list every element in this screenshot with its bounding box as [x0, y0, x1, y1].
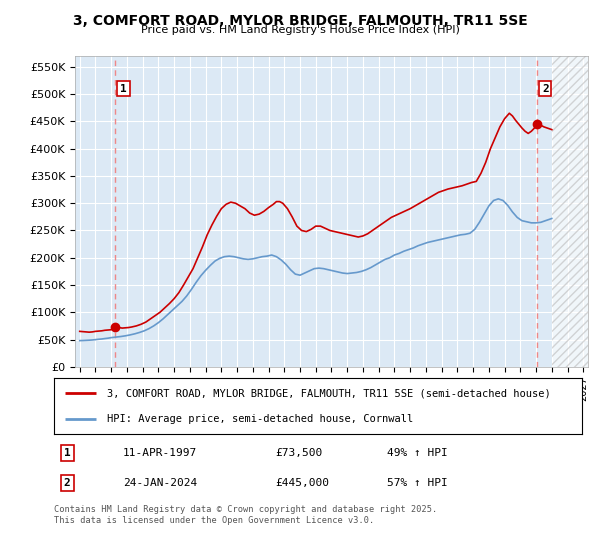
Text: HPI: Average price, semi-detached house, Cornwall: HPI: Average price, semi-detached house,… [107, 414, 413, 424]
Text: 3, COMFORT ROAD, MYLOR BRIDGE, FALMOUTH, TR11 5SE (semi-detached house): 3, COMFORT ROAD, MYLOR BRIDGE, FALMOUTH,… [107, 388, 551, 398]
Text: 2: 2 [542, 83, 548, 94]
Text: Contains HM Land Registry data © Crown copyright and database right 2025.
This d: Contains HM Land Registry data © Crown c… [54, 505, 437, 525]
Text: 11-APR-1997: 11-APR-1997 [122, 448, 197, 458]
Text: 1: 1 [64, 448, 71, 458]
Text: 49% ↑ HPI: 49% ↑ HPI [386, 448, 448, 458]
Bar [552, 56, 588, 367]
Text: £445,000: £445,000 [276, 478, 330, 488]
Text: 2: 2 [64, 478, 71, 488]
Text: 3, COMFORT ROAD, MYLOR BRIDGE, FALMOUTH, TR11 5SE: 3, COMFORT ROAD, MYLOR BRIDGE, FALMOUTH,… [73, 14, 527, 28]
Text: 1: 1 [120, 83, 127, 94]
Text: 57% ↑ HPI: 57% ↑ HPI [386, 478, 448, 488]
Text: Price paid vs. HM Land Registry's House Price Index (HPI): Price paid vs. HM Land Registry's House … [140, 25, 460, 35]
Text: £73,500: £73,500 [276, 448, 323, 458]
Text: 24-JAN-2024: 24-JAN-2024 [122, 478, 197, 488]
